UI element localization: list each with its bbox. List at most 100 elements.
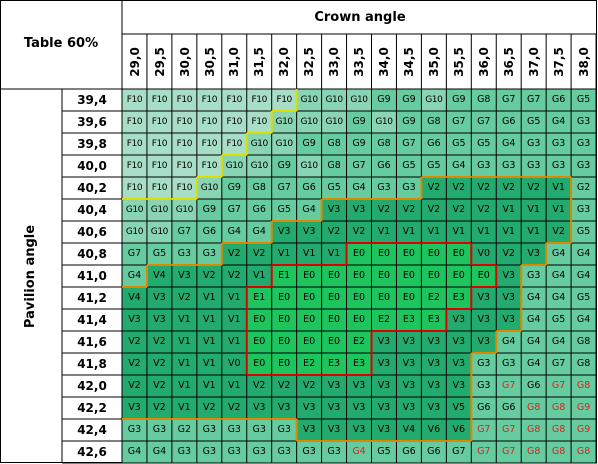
grade-cell-bg bbox=[196, 441, 222, 463]
grade-cell-bg bbox=[496, 155, 522, 177]
grade-cell-bg bbox=[421, 331, 447, 353]
grade-cell-bg bbox=[346, 133, 372, 155]
grade-cell: V2 bbox=[427, 182, 441, 193]
grade-cell-bg bbox=[446, 397, 472, 419]
grade-cell-bg bbox=[396, 397, 422, 419]
grade-cell-bg bbox=[371, 287, 397, 309]
grade-cell-bg bbox=[346, 375, 372, 397]
grade-cell: F10 bbox=[151, 117, 168, 127]
grade-cell-bg bbox=[246, 89, 272, 111]
grade-cell-bg bbox=[571, 89, 597, 111]
grade-cell: V2 bbox=[252, 248, 266, 259]
grade-cell: G10 bbox=[225, 161, 244, 171]
pavilion-angle-header: 40,6 bbox=[77, 225, 107, 239]
grade-cell-bg bbox=[221, 89, 247, 111]
grade-cell-bg bbox=[571, 111, 597, 133]
grade-cell: G5 bbox=[526, 116, 541, 127]
grade-cell: G3 bbox=[277, 446, 291, 457]
grade-cell: G10 bbox=[125, 227, 144, 237]
grade-cell: F10 bbox=[126, 183, 143, 193]
grade-cell: G3 bbox=[576, 116, 591, 127]
grade-cell-bg bbox=[571, 199, 597, 221]
grade-cell: V3 bbox=[427, 336, 441, 347]
grade-cell-bg bbox=[421, 243, 447, 265]
grade-cell-bg bbox=[471, 287, 497, 309]
grade-cell: F10 bbox=[176, 117, 193, 127]
grade-cell: G4 bbox=[576, 248, 591, 259]
grade-cell-bg bbox=[471, 111, 497, 133]
pavilion-angle-header: 41,4 bbox=[77, 313, 107, 327]
grade-cell: V3 bbox=[327, 204, 341, 215]
grade-cell-bg bbox=[296, 397, 322, 419]
grade-cell: G7 bbox=[502, 446, 516, 457]
grade-cell-bg bbox=[146, 199, 172, 221]
grade-cell: E2 bbox=[377, 314, 390, 325]
grade-cell: E0 bbox=[328, 314, 341, 325]
grade-cell-bg bbox=[396, 199, 422, 221]
grade-cell-bg bbox=[346, 287, 372, 309]
grade-cell: V3 bbox=[452, 358, 466, 369]
grade-cell: F10 bbox=[176, 139, 193, 149]
grade-cell: V3 bbox=[477, 336, 491, 347]
grade-cell-bg bbox=[546, 221, 572, 243]
grade-cell: G10 bbox=[375, 117, 393, 127]
grade-cell-bg bbox=[321, 199, 347, 221]
grade-cell-bg bbox=[471, 375, 497, 397]
grade-cell: G7 bbox=[477, 424, 491, 435]
grade-cell: V2 bbox=[327, 226, 341, 237]
grade-cell: G7 bbox=[502, 94, 516, 105]
grade-cell: V3 bbox=[377, 336, 391, 347]
grade-cell: E0 bbox=[253, 314, 266, 325]
grade-cell: G3 bbox=[227, 446, 241, 457]
grade-cell-bg bbox=[421, 353, 447, 375]
grade-cell-bg bbox=[571, 221, 597, 243]
grade-cell-bg bbox=[246, 441, 272, 463]
grade-cell-bg bbox=[371, 419, 397, 441]
grade-cell: G5 bbox=[327, 182, 341, 193]
grade-cell: G10 bbox=[350, 95, 368, 105]
grade-cell: G8 bbox=[551, 402, 566, 413]
grade-cell: V3 bbox=[128, 402, 141, 413]
grade-cell-bg bbox=[571, 133, 597, 155]
grade-cell: E0 bbox=[352, 292, 366, 303]
grade-cell-bg bbox=[146, 353, 172, 375]
grade-cell-bg bbox=[496, 111, 522, 133]
grade-cell-bg bbox=[171, 331, 197, 353]
grade-cell: G3 bbox=[526, 270, 541, 281]
grade-cell-bg bbox=[546, 353, 572, 375]
crown-angle-header: 33,0 bbox=[327, 46, 342, 77]
grade-cell: G6 bbox=[427, 138, 441, 149]
pavilion-angle-header: 39,6 bbox=[77, 115, 107, 129]
grade-cell-bg bbox=[146, 331, 172, 353]
grade-cell-bg bbox=[446, 419, 472, 441]
grade-cell-bg bbox=[371, 331, 397, 353]
grade-cell-bg bbox=[421, 375, 447, 397]
grade-cell-bg bbox=[271, 353, 297, 375]
grade-cell-bg bbox=[296, 441, 322, 463]
grade-cell-bg bbox=[546, 331, 572, 353]
grade-cell: V2 bbox=[502, 248, 515, 259]
grade-cell-bg bbox=[196, 111, 222, 133]
grade-cell: G4 bbox=[302, 204, 316, 215]
grade-cell-bg bbox=[122, 419, 147, 441]
grade-cell-bg bbox=[296, 309, 322, 331]
grade-cell-bg bbox=[221, 133, 247, 155]
grade-cell: G3 bbox=[477, 160, 491, 171]
grade-cell-bg bbox=[346, 111, 372, 133]
grade-cell: V2 bbox=[203, 402, 216, 413]
grade-cell: V3 bbox=[502, 314, 515, 325]
grade-cell: E0 bbox=[352, 248, 366, 259]
grade-cell-bg bbox=[421, 155, 447, 177]
grade-cell: V1 bbox=[377, 226, 391, 237]
grade-cell-bg bbox=[171, 111, 197, 133]
grade-cell: V1 bbox=[277, 248, 291, 259]
grade-cell-bg bbox=[521, 265, 547, 287]
grade-cell: G4 bbox=[152, 446, 167, 457]
grade-cell-bg bbox=[446, 287, 472, 309]
grade-cell: G8 bbox=[576, 380, 591, 391]
grade-cell: V3 bbox=[452, 380, 466, 391]
grade-cell-bg bbox=[271, 331, 297, 353]
grade-cell: V2 bbox=[153, 358, 166, 369]
grade-cell: V3 bbox=[178, 270, 191, 281]
